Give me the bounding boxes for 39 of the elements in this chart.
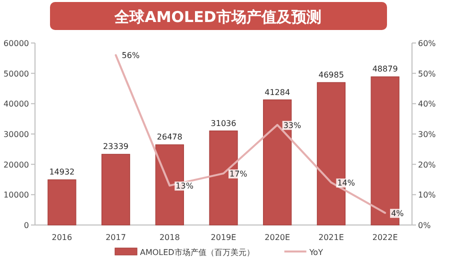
- x-tick-label: 2018: [159, 233, 180, 242]
- data-label: 26478: [156, 132, 182, 142]
- y2-tick-label: 60%: [418, 39, 436, 48]
- y2-tick-label: 30%: [418, 130, 436, 139]
- y-tick-label: 40000: [4, 100, 29, 109]
- data-label: 14932: [49, 168, 75, 177]
- data-label: 31036: [210, 118, 236, 128]
- y-tick-label: 20000: [4, 160, 29, 170]
- x-tick-label: 2017: [106, 233, 126, 242]
- data-label: 48879: [372, 64, 398, 74]
- y-tick-label: 30000: [4, 130, 29, 139]
- data-label: 14%: [337, 178, 356, 188]
- x-tick-label: 2021E: [318, 233, 344, 242]
- legend-label: AMOLED市场产值（百万美元）: [140, 248, 254, 257]
- y-tick-label: 50000: [4, 69, 29, 78]
- data-label: 13%: [176, 182, 194, 191]
- data-label: 23339: [103, 142, 129, 152]
- y2-tick-label: 0%: [418, 221, 432, 230]
- x-tick-label: 2019E: [210, 233, 236, 242]
- data-label: 33%: [283, 120, 302, 130]
- y2-tick-label: 20%: [418, 160, 436, 170]
- x-tick-label: 2022E: [372, 233, 398, 242]
- data-label: 41284: [264, 88, 290, 97]
- data-label: 46985: [318, 70, 344, 80]
- x-tick-label: 2020E: [264, 233, 290, 242]
- data-label: 4%: [391, 208, 404, 218]
- legend-label: YoY: [308, 248, 324, 257]
- x-tick-label: 2016: [52, 233, 72, 242]
- bar: [101, 154, 130, 226]
- y-tick-label: 10000: [4, 190, 29, 200]
- y2-tick-label: 40%: [418, 100, 436, 109]
- data-label: 17%: [230, 169, 248, 178]
- y-tick-label: 60000: [4, 39, 29, 48]
- y2-tick-label: 50%: [418, 69, 436, 78]
- bar: [48, 179, 76, 226]
- chart-title: 全球AMOLED市场产值及预测: [114, 8, 322, 26]
- y2-tick-label: 10%: [418, 190, 436, 200]
- y-tick-label: 0: [24, 221, 29, 230]
- data-label: 56%: [122, 51, 140, 60]
